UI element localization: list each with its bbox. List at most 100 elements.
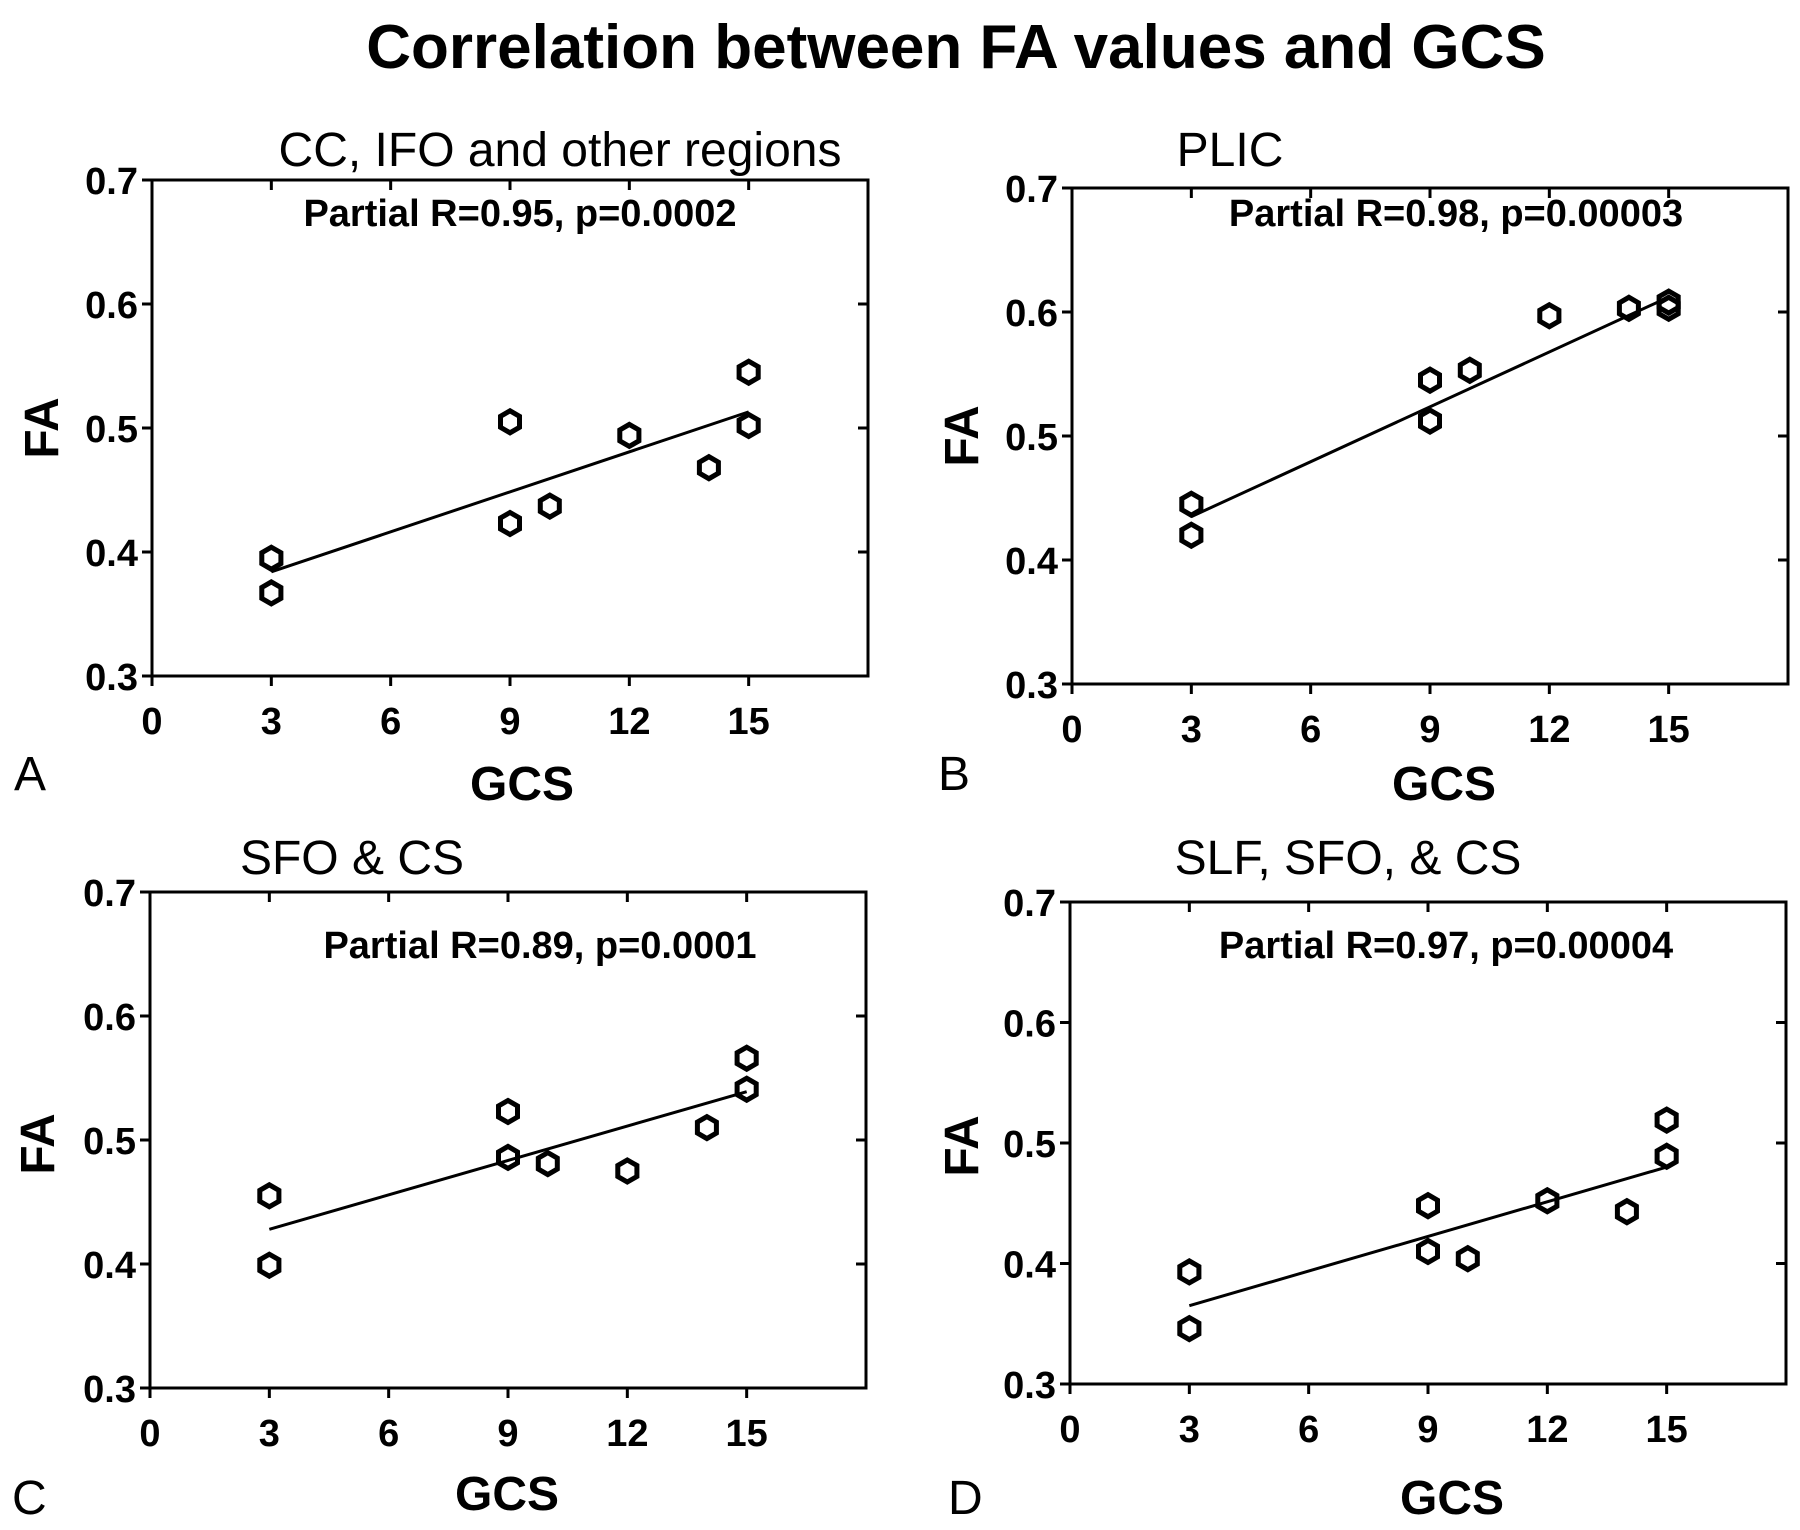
x-tick-label: 0 xyxy=(1061,709,1082,751)
data-point xyxy=(1416,1237,1440,1266)
y-tick-label: 0.7 xyxy=(1005,169,1058,211)
data-point xyxy=(734,1044,759,1073)
regression-line xyxy=(268,1090,748,1231)
data-point xyxy=(734,1075,759,1104)
data-point xyxy=(1654,1142,1679,1171)
chart-panel-b: 0.3 0.4 0.5 0.6 0.7 0 3 6 9 12 15 PLIC Partial R=0.9… xyxy=(936,124,1790,811)
x-tick-label: 15 xyxy=(1646,1409,1688,1451)
data-point xyxy=(1614,1197,1639,1226)
data-point xyxy=(1418,407,1442,435)
y-tick-label: 0.4 xyxy=(1003,1245,1056,1287)
data-point xyxy=(1177,1258,1202,1286)
x-tick-label: 0 xyxy=(1059,1409,1080,1451)
x-tick-label: 6 xyxy=(380,701,401,743)
x-tick-label: 9 xyxy=(1417,1409,1438,1451)
stat-annotation: Partial R=0.89, p=0.0001 xyxy=(323,925,756,967)
y-tick-label: 0.5 xyxy=(85,409,138,451)
y-tick-label: 0.7 xyxy=(83,873,136,915)
panel-title: SLF, SFO, & CS xyxy=(1175,832,1522,885)
stat-annotation: Partial R=0.95, p=0.0002 xyxy=(303,193,736,235)
data-point xyxy=(1656,294,1681,323)
x-tick-label: 12 xyxy=(1528,709,1570,751)
y-axis-label: FA xyxy=(12,1113,65,1174)
data-point xyxy=(1457,356,1482,385)
y-tick-label: 0.3 xyxy=(1003,1365,1056,1407)
panel-letter: D xyxy=(948,1472,983,1525)
regression-line xyxy=(1190,295,1670,518)
x-tick-label: 0 xyxy=(139,1413,160,1455)
x-axis-label: GCS xyxy=(470,758,574,811)
y-tick-label: 0.4 xyxy=(83,1245,136,1287)
data-point xyxy=(694,1113,719,1142)
x-tick-label: 12 xyxy=(606,1413,648,1455)
y-tick-label: 0.6 xyxy=(1005,293,1058,335)
data-point xyxy=(1455,1244,1480,1273)
chart-panel-d: 0.3 0.4 0.5 0.6 0.7 0 3 6 9 12 15 SLF, SFO, & CS Par… xyxy=(936,832,1788,1525)
data-point xyxy=(257,1251,282,1280)
x-tick-label: 6 xyxy=(1300,709,1321,751)
x-axis-label: GCS xyxy=(1400,1472,1504,1525)
x-tick-label: 15 xyxy=(726,1413,768,1455)
x-tick-label: 3 xyxy=(259,1413,280,1455)
y-tick-label: 0.5 xyxy=(83,1121,136,1163)
y-tick-label: 0.5 xyxy=(1003,1124,1056,1166)
y-axis-label: FA xyxy=(936,1115,989,1176)
x-tick-label: 3 xyxy=(1179,1409,1200,1451)
plot-frame xyxy=(1068,900,1788,1386)
data-point xyxy=(1177,1314,1202,1343)
data-point xyxy=(1656,288,1681,316)
data-point xyxy=(1535,1186,1560,1215)
panels: 0.3 0.4 0.5 0.6 0.7 0 3 6 9 12 15 CC, IFO and other… xyxy=(12,124,1790,1525)
regression-line xyxy=(1188,1165,1668,1308)
data-point xyxy=(696,453,721,482)
y-axis-label: FA xyxy=(936,405,989,466)
data-point xyxy=(496,1097,520,1126)
y-tick-label: 0.6 xyxy=(1003,1004,1056,1046)
x-axis-label: GCS xyxy=(455,1468,559,1521)
stat-annotation: Partial R=0.97, p=0.00004 xyxy=(1219,925,1673,967)
x-tick-label: 15 xyxy=(728,701,770,743)
x-tick-label: 9 xyxy=(497,1413,518,1455)
x-tick-label: 9 xyxy=(499,701,520,743)
data-point xyxy=(259,544,284,573)
panel-letter: C xyxy=(12,1472,47,1525)
data-point xyxy=(537,492,562,520)
x-tick-label: 0 xyxy=(141,701,162,743)
x-tick-label: 6 xyxy=(1298,1409,1319,1451)
chart-panel-c: 0.3 0.4 0.5 0.6 0.7 0 3 6 9 12 15 SFO & CS Partial R… xyxy=(12,832,868,1525)
panel-title: SFO & CS xyxy=(240,832,464,885)
panel-title: PLIC xyxy=(1177,124,1284,177)
stat-annotation: Partial R=0.98, p=0.00003 xyxy=(1229,193,1683,235)
x-axis-label: GCS xyxy=(1392,758,1496,811)
y-tick-label: 0.3 xyxy=(85,657,138,699)
chart-panel-a: 0.3 0.4 0.5 0.6 0.7 0 3 6 9 12 15 CC, IFO and other… xyxy=(14,124,870,811)
x-tick-label: 6 xyxy=(378,1413,399,1455)
x-tick-label: 12 xyxy=(1526,1409,1568,1451)
data-point xyxy=(615,1157,640,1185)
y-tick-label: 0.6 xyxy=(83,997,136,1039)
panel-letter: A xyxy=(14,748,46,801)
data-point xyxy=(736,411,761,440)
y-tick-label: 0.4 xyxy=(85,533,138,575)
data-point xyxy=(1179,490,1204,519)
x-tick-label: 3 xyxy=(1181,709,1202,751)
data-point xyxy=(259,579,284,607)
data-point xyxy=(1654,1106,1679,1134)
y-tick-label: 0.6 xyxy=(85,285,138,327)
data-point xyxy=(498,509,522,538)
x-tick-label: 15 xyxy=(1648,709,1690,751)
x-tick-label: 9 xyxy=(1419,709,1440,751)
x-tick-label: 3 xyxy=(261,701,282,743)
data-point xyxy=(1179,521,1204,550)
data-point xyxy=(617,421,642,450)
data-point xyxy=(1616,294,1641,323)
data-point xyxy=(535,1149,560,1178)
data-point xyxy=(257,1181,282,1210)
data-point xyxy=(1416,1191,1440,1220)
y-tick-label: 0.7 xyxy=(85,161,138,203)
data-point xyxy=(498,407,522,436)
figure-title: Correlation between FA values and GCS xyxy=(366,13,1545,82)
y-tick-label: 0.7 xyxy=(1003,883,1056,925)
y-tick-label: 0.4 xyxy=(1005,541,1058,583)
